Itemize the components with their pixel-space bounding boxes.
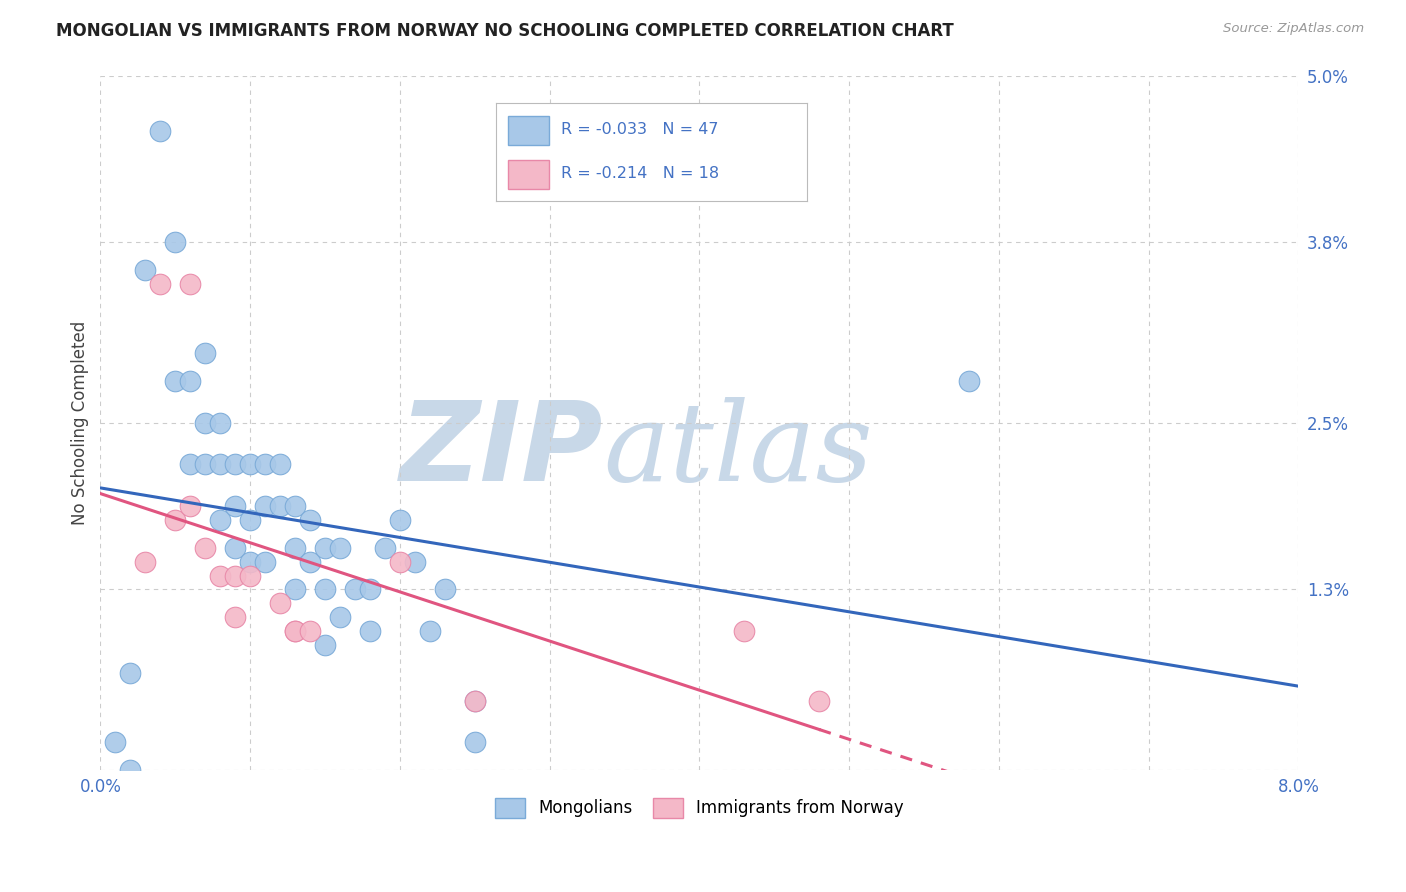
Point	[359, 582, 381, 597]
Point	[165, 235, 187, 250]
Point	[343, 582, 366, 597]
Point	[165, 513, 187, 527]
Point	[388, 555, 411, 569]
Point	[224, 499, 246, 513]
Point	[433, 582, 456, 597]
Point	[134, 555, 156, 569]
Text: atlas: atlas	[603, 397, 873, 504]
Point	[388, 513, 411, 527]
Point	[733, 624, 755, 639]
Point	[957, 374, 980, 388]
Legend: Mongolians, Immigrants from Norway: Mongolians, Immigrants from Norway	[488, 791, 910, 824]
Point	[179, 499, 201, 513]
Point	[224, 610, 246, 624]
Point	[224, 541, 246, 555]
Point	[209, 416, 232, 430]
Point	[179, 458, 201, 472]
Point	[165, 374, 187, 388]
Point	[194, 416, 217, 430]
Point	[808, 693, 831, 707]
Point	[239, 555, 262, 569]
Point	[149, 277, 172, 291]
Point	[254, 499, 277, 513]
Point	[239, 458, 262, 472]
Text: ZIP: ZIP	[401, 397, 603, 504]
Point	[284, 582, 307, 597]
Point	[224, 568, 246, 582]
Point	[464, 693, 486, 707]
Point	[194, 346, 217, 360]
Point	[120, 763, 142, 777]
Point	[120, 665, 142, 680]
Point	[298, 555, 321, 569]
Point	[329, 541, 352, 555]
Text: MONGOLIAN VS IMMIGRANTS FROM NORWAY NO SCHOOLING COMPLETED CORRELATION CHART: MONGOLIAN VS IMMIGRANTS FROM NORWAY NO S…	[56, 22, 955, 40]
Point	[254, 458, 277, 472]
Y-axis label: No Schooling Completed: No Schooling Completed	[72, 320, 89, 524]
Point	[314, 582, 336, 597]
Point	[239, 568, 262, 582]
Point	[284, 624, 307, 639]
Point	[284, 499, 307, 513]
Point	[269, 458, 291, 472]
Point	[284, 541, 307, 555]
Point	[298, 513, 321, 527]
Point	[134, 263, 156, 277]
Point	[104, 735, 127, 749]
Point	[269, 596, 291, 610]
Point	[329, 610, 352, 624]
Point	[209, 513, 232, 527]
Point	[314, 638, 336, 652]
Point	[464, 693, 486, 707]
Point	[254, 555, 277, 569]
Point	[404, 555, 426, 569]
Point	[209, 568, 232, 582]
Point	[419, 624, 441, 639]
Point	[298, 624, 321, 639]
Point	[149, 124, 172, 138]
Point	[179, 374, 201, 388]
Point	[194, 458, 217, 472]
Point	[209, 458, 232, 472]
Point	[464, 735, 486, 749]
Text: Source: ZipAtlas.com: Source: ZipAtlas.com	[1223, 22, 1364, 36]
Point	[269, 499, 291, 513]
Point	[314, 541, 336, 555]
Point	[284, 624, 307, 639]
Point	[359, 624, 381, 639]
Point	[374, 541, 396, 555]
Point	[239, 513, 262, 527]
Point	[179, 277, 201, 291]
Point	[224, 458, 246, 472]
Point	[194, 541, 217, 555]
